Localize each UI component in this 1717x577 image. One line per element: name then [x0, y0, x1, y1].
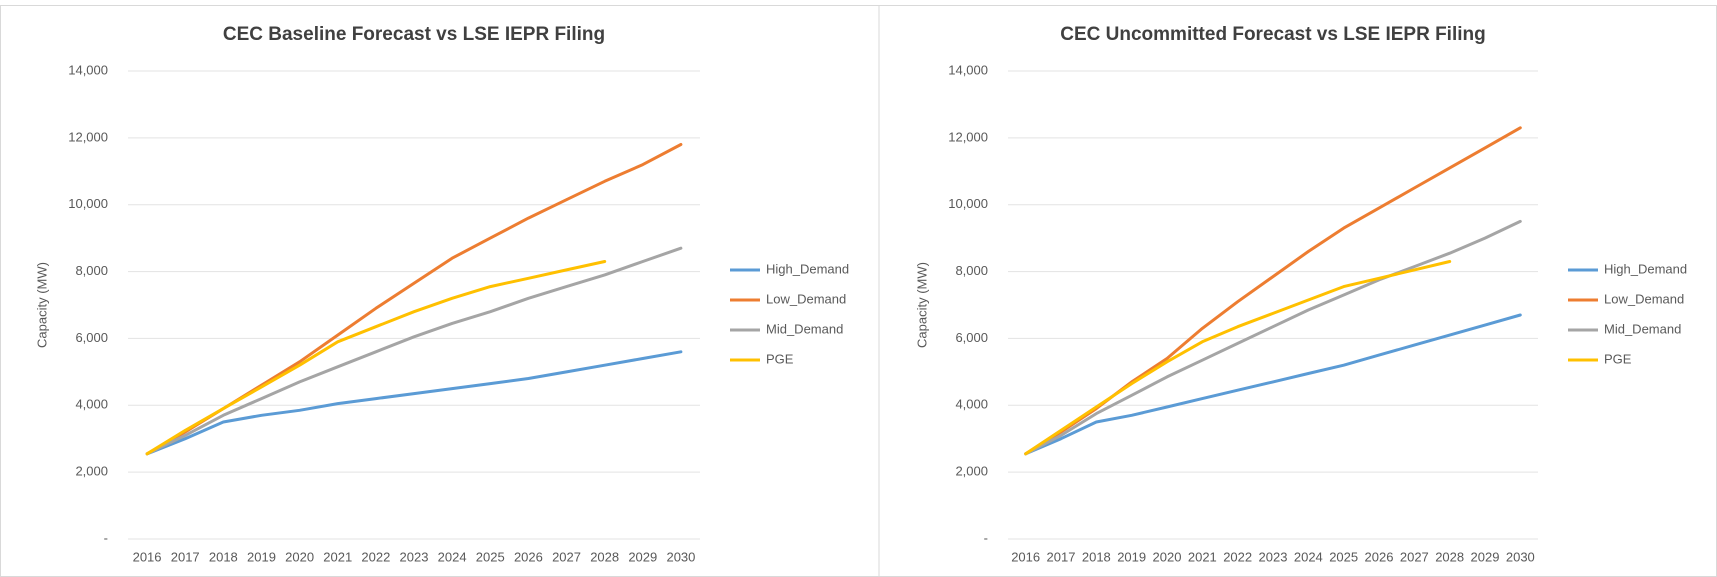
- chart-title: CEC Baseline Forecast vs LSE IEPR Filing: [223, 24, 605, 45]
- y-tick-label: 4,000: [75, 397, 108, 412]
- x-tick-label: 2030: [1506, 549, 1535, 564]
- x-tick-label: 2018: [209, 549, 238, 564]
- series-line: [1024, 260, 1452, 456]
- x-tick-label: 2022: [1223, 549, 1252, 564]
- y-tick-label: -: [104, 530, 108, 545]
- legend-label: PGE: [1604, 351, 1632, 366]
- y-tick-label: 14,000: [68, 62, 108, 77]
- x-tick-label: 2016: [1011, 549, 1040, 564]
- y-axis-label: Capacity (MW): [34, 262, 49, 348]
- x-tick-label: 2023: [1259, 549, 1288, 564]
- series-line: [145, 260, 607, 456]
- frame: [0, 5, 1717, 577]
- y-tick-label: 12,000: [948, 129, 988, 144]
- y-tick-label: 12,000: [68, 129, 108, 144]
- legend-label: PGE: [766, 351, 794, 366]
- x-tick-label: 2024: [1294, 549, 1323, 564]
- x-tick-label: 2029: [628, 549, 657, 564]
- x-tick-label: 2016: [133, 549, 162, 564]
- x-tick-label: 2025: [1329, 549, 1358, 564]
- series-line: [1024, 219, 1522, 456]
- legend-label: Low_Demand: [1604, 291, 1684, 306]
- x-tick-label: 2017: [171, 549, 200, 564]
- x-tick-label: 2021: [1188, 549, 1217, 564]
- x-tick-label: 2019: [1117, 549, 1146, 564]
- series-line: [1024, 313, 1522, 456]
- x-tick-label: 2026: [1365, 549, 1394, 564]
- x-tick-label: 2023: [400, 549, 429, 564]
- series-line: [145, 350, 683, 456]
- x-tick-label: 2019: [247, 549, 276, 564]
- legend-label: Mid_Demand: [766, 321, 843, 336]
- y-tick-label: -: [984, 530, 988, 545]
- series-line: [145, 246, 683, 456]
- x-tick-label: 2020: [1153, 549, 1182, 564]
- x-tick-label: 2027: [1400, 549, 1429, 564]
- x-tick-label: 2022: [361, 549, 390, 564]
- y-tick-label: 2,000: [955, 464, 988, 479]
- x-tick-label: 2021: [323, 549, 352, 564]
- x-tick-label: 2025: [476, 549, 505, 564]
- legend-label: Low_Demand: [766, 291, 846, 306]
- legend-label: High_Demand: [1604, 261, 1687, 276]
- x-tick-label: 2017: [1047, 549, 1076, 564]
- y-tick-label: 10,000: [948, 196, 988, 211]
- x-tick-label: 2026: [514, 549, 543, 564]
- x-tick-label: 2024: [438, 549, 467, 564]
- legend-label: Mid_Demand: [1604, 321, 1681, 336]
- x-tick-label: 2028: [1435, 549, 1464, 564]
- y-axis-label: Capacity (MW): [914, 262, 929, 348]
- y-tick-label: 14,000: [948, 62, 988, 77]
- legend-label: High_Demand: [766, 261, 849, 276]
- x-tick-label: 2030: [666, 549, 695, 564]
- x-tick-label: 2020: [285, 549, 314, 564]
- x-tick-label: 2018: [1082, 549, 1111, 564]
- x-tick-label: 2029: [1471, 549, 1500, 564]
- x-tick-label: 2028: [590, 549, 619, 564]
- x-tick-label: 2027: [552, 549, 581, 564]
- y-tick-label: 10,000: [68, 196, 108, 211]
- y-tick-label: 2,000: [75, 464, 108, 479]
- y-tick-label: 6,000: [75, 330, 108, 345]
- y-tick-label: 8,000: [75, 263, 108, 278]
- y-tick-label: 4,000: [955, 397, 988, 412]
- y-tick-label: 8,000: [955, 263, 988, 278]
- chart-title: CEC Uncommitted Forecast vs LSE IEPR Fil…: [1060, 24, 1485, 45]
- y-tick-label: 6,000: [955, 330, 988, 345]
